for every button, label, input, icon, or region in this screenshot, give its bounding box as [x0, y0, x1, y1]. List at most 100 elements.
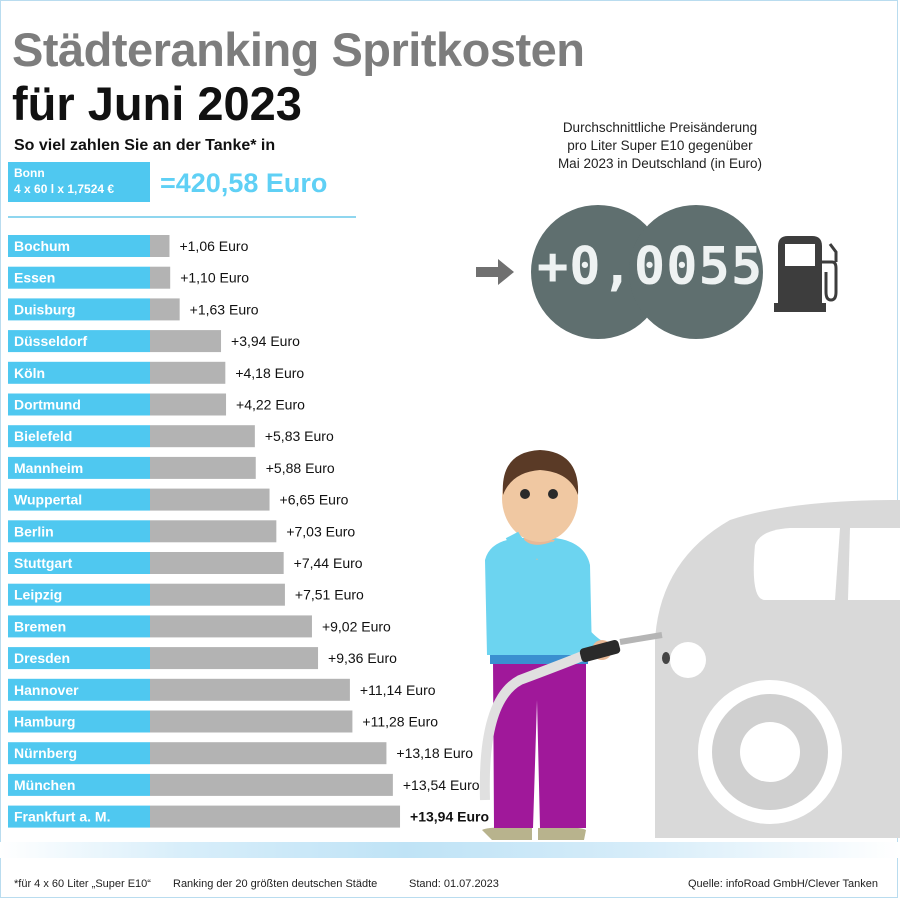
bar [150, 266, 171, 289]
arrow-right-icon [476, 259, 514, 285]
caption-line-3: Mai 2023 in Deutschland (in Euro) [557, 156, 763, 171]
title-line-1: Städteranking Spritkosten [12, 23, 585, 76]
bar [150, 520, 277, 543]
city-label: Wuppertal [14, 492, 82, 508]
reference-city-box: Bonn 4 x 60 l x 1,7524 € [8, 162, 150, 202]
bar [150, 805, 401, 828]
city-label: Bremen [14, 618, 66, 634]
price-change-caption: Durchschnittliche Preisänderung pro Lite… [520, 119, 800, 173]
footer-ranking: Ranking der 20 größten deutschen Städte [173, 878, 378, 890]
city-label: Mannheim [14, 460, 83, 476]
city-label-box [8, 773, 150, 796]
subtitle: So viel zahlen Sie an der Tanke* in [14, 137, 276, 154]
bar [150, 393, 227, 416]
city-label: Hannover [14, 682, 79, 698]
city-label-box [8, 678, 150, 701]
bar-value-label: +11,14 Euro [360, 682, 436, 698]
city-label-box [8, 488, 150, 511]
bar [150, 773, 393, 796]
city-label-box [8, 330, 150, 353]
city-label-box [8, 456, 150, 479]
title-line-2: für Juni 2023 [12, 77, 302, 130]
bar-value-label: +9,02 Euro [322, 618, 391, 634]
city-label: Köln [14, 365, 45, 381]
bar-value-label: +1,06 Euro [179, 238, 248, 254]
city-label-box [8, 805, 150, 828]
price-change-value: +0,0055 [537, 237, 764, 297]
bar [150, 647, 319, 670]
city-label-box [8, 583, 150, 606]
bar-value-label: +7,44 Euro [294, 555, 363, 571]
bar [150, 583, 285, 606]
city-label: Nürnberg [14, 745, 77, 761]
bar-value-label: +13,94 Euro [410, 809, 489, 825]
city-label-box [8, 552, 150, 574]
price-circle-right [629, 205, 763, 339]
city-label: Dresden [14, 650, 70, 666]
city-label: Essen [14, 270, 55, 286]
city-label: Düsseldorf [14, 333, 87, 349]
city-label: Dortmund [14, 397, 81, 413]
bar [150, 488, 270, 511]
reference-city: Bonn [14, 166, 45, 180]
caption-line-1: Durchschnittliche Preisänderung [562, 120, 758, 135]
bar [150, 330, 222, 353]
city-label-box [8, 647, 150, 670]
bar-value-label: +13,54 Euro [403, 777, 480, 793]
separator-line [8, 216, 356, 218]
bar-value-label: +11,28 Euro [362, 714, 438, 730]
bar [150, 678, 350, 701]
footer-note: *für 4 x 60 Liter „Super E10“ [14, 878, 151, 890]
price-circle-left [531, 205, 665, 339]
city-label: Hamburg [14, 714, 75, 730]
reference-formula: 4 x 60 l x 1,7524 € [14, 182, 115, 196]
bar-value-label: +13,18 Euro [396, 745, 473, 761]
bar-value-label: +3,94 Euro [231, 333, 300, 349]
bar-value-label: +5,88 Euro [266, 460, 335, 476]
person-illustration [479, 450, 670, 840]
city-label-box [8, 742, 150, 765]
city-label-box [8, 393, 150, 416]
fuel-pump-icon [774, 236, 838, 312]
footer-source: Quelle: infoRoad GmbH/Clever Tanken [688, 878, 878, 890]
bar-value-label: +1,10 Euro [180, 270, 249, 286]
bar-chart: Bochum +1,06 Euro Essen +1,10 Euro Duisburg +… [8, 235, 489, 828]
caption-line-2: pro Liter Super E10 gegenüber [567, 138, 753, 153]
car-illustration [655, 500, 900, 838]
bar-value-label: +1,63 Euro [190, 301, 259, 317]
bar-value-label: +5,83 Euro [265, 428, 334, 444]
city-label-box [8, 710, 150, 733]
city-label-box [8, 298, 150, 321]
bar [150, 425, 255, 448]
city-label-box [8, 425, 150, 448]
bar-value-label: +4,22 Euro [236, 397, 305, 413]
bar [150, 742, 387, 765]
city-label: Frankfurt a. M. [14, 809, 110, 825]
city-label: Bielefeld [14, 428, 72, 444]
city-label: Bochum [14, 238, 70, 254]
bar-value-label: +7,03 Euro [286, 523, 355, 539]
footer-date: Stand: 01.07.2023 [409, 878, 499, 890]
city-label: Leipzig [14, 587, 62, 603]
city-label: Duisburg [14, 301, 75, 317]
city-label-box [8, 235, 150, 257]
bar [150, 235, 170, 257]
city-label-box [8, 520, 150, 543]
city-label: München [14, 777, 75, 793]
city-label: Stuttgart [14, 555, 73, 571]
bar-value-label: +7,51 Euro [295, 587, 364, 603]
city-label-box [8, 361, 150, 384]
bar [150, 361, 226, 384]
city-label: Berlin [14, 523, 54, 539]
bar-value-label: +6,65 Euro [280, 492, 349, 508]
bar-value-label: +9,36 Euro [328, 650, 397, 666]
bar [150, 552, 284, 574]
reference-total: =420,58 Euro [160, 168, 328, 198]
bar [150, 456, 256, 479]
bar-value-label: +4,18 Euro [235, 365, 304, 381]
city-label-box [8, 615, 150, 638]
city-label-box [8, 266, 150, 289]
footer-strip [0, 842, 900, 858]
